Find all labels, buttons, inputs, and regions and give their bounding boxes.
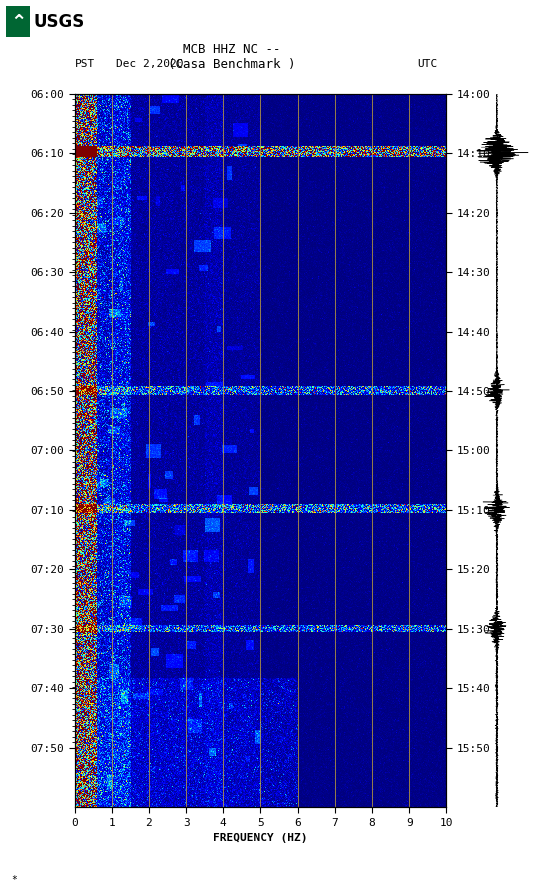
X-axis label: FREQUENCY (HZ): FREQUENCY (HZ) [213,833,307,843]
Text: UTC: UTC [417,59,437,70]
Text: (Casa Benchmark ): (Casa Benchmark ) [168,58,295,70]
Text: *: * [11,875,17,885]
Text: MCB HHZ NC --: MCB HHZ NC -- [183,44,280,56]
Text: ⌃: ⌃ [10,12,26,31]
Text: PST: PST [75,59,95,70]
FancyBboxPatch shape [6,6,30,37]
Text: Dec 2,2020: Dec 2,2020 [116,59,183,70]
Text: USGS: USGS [33,13,84,31]
